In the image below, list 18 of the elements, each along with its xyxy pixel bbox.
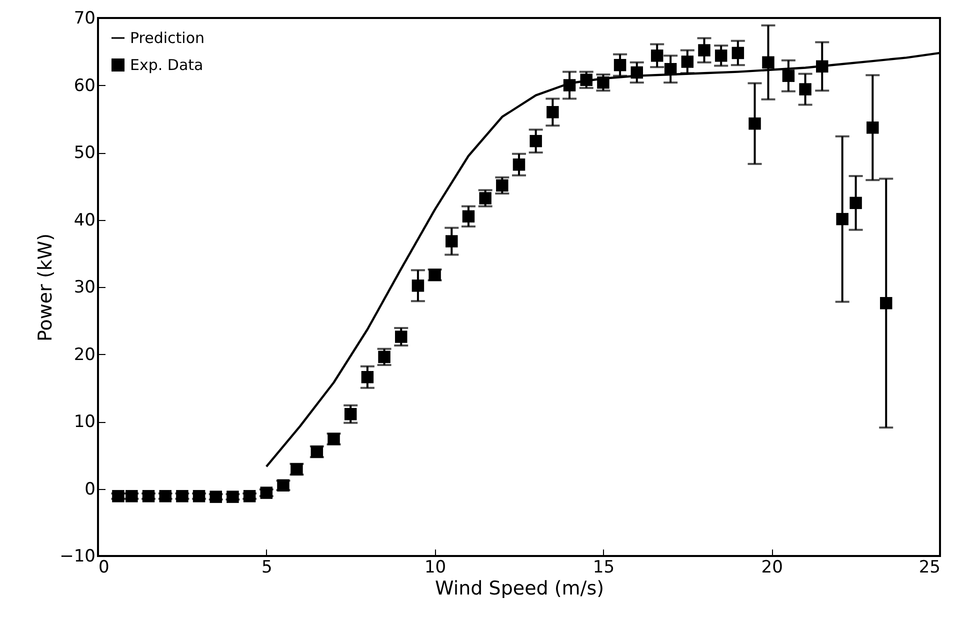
x-tick-label: 10 xyxy=(424,558,446,578)
x-tick-label: 20 xyxy=(761,558,783,578)
x-tick-label: 5 xyxy=(261,558,272,578)
y-tick-label: −10 xyxy=(60,546,96,566)
y-tick-label: 40 xyxy=(74,210,96,230)
y-tick-label: 30 xyxy=(74,278,96,298)
y-tick-label: 0 xyxy=(84,479,96,500)
y-tick-label: 60 xyxy=(74,76,96,96)
legend-label: Prediction xyxy=(130,29,205,47)
x-tick-label: 0 xyxy=(98,558,110,578)
y-tick-label: 50 xyxy=(74,143,96,163)
legend-label: Exp. Data xyxy=(130,56,204,74)
y-tick-label: 70 xyxy=(74,8,96,28)
y-axis-title: Power (kW) xyxy=(34,233,57,342)
x-tick-label: 15 xyxy=(592,558,615,578)
y-tick-label: 10 xyxy=(74,412,96,432)
y-tick-label: 20 xyxy=(74,344,96,365)
x-tick-label: 25 xyxy=(918,558,940,578)
